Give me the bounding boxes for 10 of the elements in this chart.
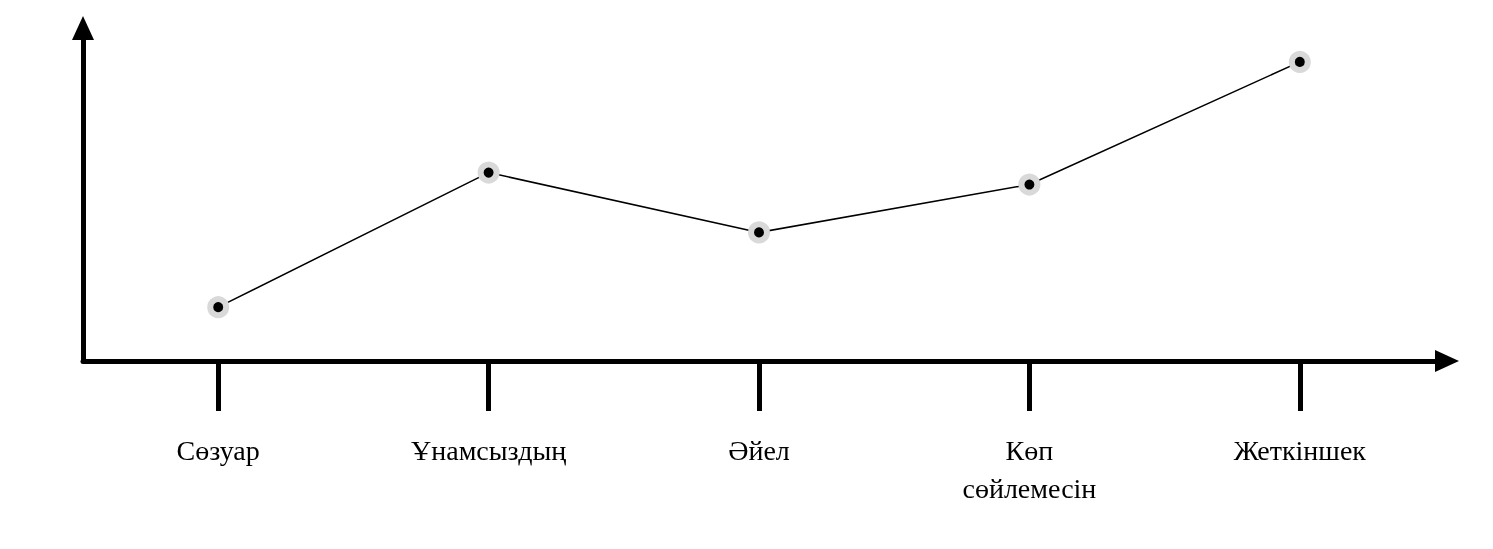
point [477, 161, 500, 184]
point [1018, 173, 1041, 196]
x-tick-label: Сөзуар [176, 434, 260, 466]
x-tick-label: Ұнамсыздың [411, 434, 567, 466]
x-tick-label: Көп сөйлемесін [962, 434, 1097, 504]
point [748, 221, 770, 244]
point [207, 296, 230, 319]
x-tick-label: Жеткіншек [1233, 434, 1367, 466]
x-tick-label: Әйел [728, 434, 790, 466]
point [1288, 50, 1311, 73]
